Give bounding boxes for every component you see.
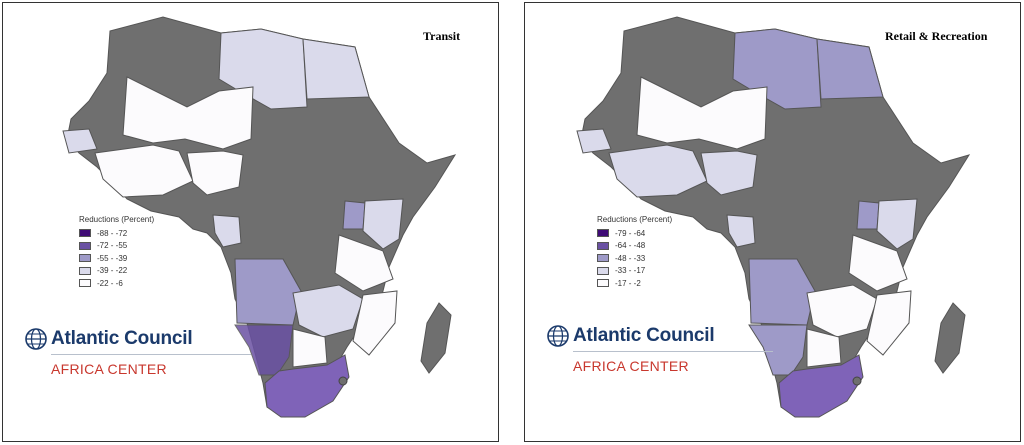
west-coast-region xyxy=(94,144,194,198)
legend-item: -88 - -72 xyxy=(79,227,154,240)
legend: Reductions (Percent) -79 - -64 -64 - -48… xyxy=(597,215,672,290)
legend-swatch xyxy=(597,241,609,250)
legend: Reductions (Percent) -88 - -72 -72 - -55… xyxy=(79,215,154,290)
legend-label: -22 - -6 xyxy=(97,278,123,288)
legend-item: -79 - -64 xyxy=(597,227,672,240)
legend-label: -17 - -2 xyxy=(615,278,641,288)
senegal-region xyxy=(576,128,612,154)
south-africa-region xyxy=(778,354,864,418)
uganda-region xyxy=(342,200,366,230)
cameroon-region xyxy=(726,214,756,248)
map-title: Transit xyxy=(423,29,461,43)
legend-item: -22 - -6 xyxy=(79,277,154,290)
legend-title: Reductions (Percent) xyxy=(79,215,155,224)
legend-swatch xyxy=(79,229,91,238)
legend-item: -72 - -55 xyxy=(79,240,154,253)
legend-swatch xyxy=(597,254,609,263)
legend-item: -55 - -39 xyxy=(79,252,154,265)
west-coast-region xyxy=(608,144,708,198)
legend-label: -88 - -72 xyxy=(97,228,128,238)
transit-map-panel: Transit Reductions (Percent) -88 - -72 -… xyxy=(2,2,499,442)
legend-swatch xyxy=(597,266,609,275)
egypt-region xyxy=(816,38,884,100)
uganda-region xyxy=(856,200,880,230)
south-africa-region xyxy=(264,354,350,418)
kenya-region xyxy=(876,198,918,250)
legend-title: Reductions (Percent) xyxy=(597,215,673,224)
brand-subtitle: AFRICA CENTER xyxy=(51,361,167,377)
globe-icon xyxy=(547,325,569,347)
mozambique-region xyxy=(866,290,912,356)
legend-label: -48 - -33 xyxy=(615,253,646,263)
retail-map-panel: Retail & Recreation Reductions (Percent)… xyxy=(524,2,1021,442)
map-title: Retail & Recreation xyxy=(885,29,988,43)
kenya-region xyxy=(362,198,404,250)
legend-swatch xyxy=(79,279,91,288)
botswana-region xyxy=(806,328,842,368)
legend-item: -17 - -2 xyxy=(597,277,672,290)
senegal-region xyxy=(62,128,98,154)
legend-item: -64 - -48 xyxy=(597,240,672,253)
legend-item: -33 - -17 xyxy=(597,265,672,278)
tanzania-region xyxy=(848,234,908,292)
brand-name: Atlantic Council xyxy=(573,325,715,346)
legend-item: -39 - -22 xyxy=(79,265,154,278)
legend-label: -39 - -22 xyxy=(97,266,128,276)
egypt-region xyxy=(302,38,370,100)
brand-divider xyxy=(51,354,251,355)
madagascar-region xyxy=(420,302,452,374)
transit-africa-map xyxy=(62,16,456,418)
legend-label: -33 - -17 xyxy=(615,266,646,276)
legend-swatch xyxy=(79,266,91,275)
legend-label: -79 - -64 xyxy=(615,228,646,238)
sahel-region xyxy=(636,76,768,150)
brand-divider xyxy=(573,351,773,352)
retail-africa-map xyxy=(576,16,970,418)
botswana-region xyxy=(292,328,328,368)
legend-label: -72 - -55 xyxy=(97,241,128,251)
legend-swatch xyxy=(79,241,91,250)
nigeria-region xyxy=(186,150,244,196)
atlantic-council-logo: Atlantic Council AFRICA CENTER xyxy=(25,328,251,377)
nigeria-region xyxy=(700,150,758,196)
legend-swatch xyxy=(79,254,91,263)
brand-subtitle: AFRICA CENTER xyxy=(573,358,689,374)
sahel-region xyxy=(122,76,254,150)
zambia-region xyxy=(806,284,878,338)
legend-swatch xyxy=(597,279,609,288)
tanzania-region xyxy=(334,234,394,292)
legend-item: -48 - -33 xyxy=(597,252,672,265)
globe-icon xyxy=(25,328,47,350)
mozambique-region xyxy=(352,290,398,356)
cameroon-region xyxy=(212,214,242,248)
legend-label: -55 - -39 xyxy=(97,253,128,263)
legend-label: -64 - -48 xyxy=(615,241,646,251)
legend-swatch xyxy=(597,229,609,238)
atlantic-council-logo: Atlantic Council AFRICA CENTER xyxy=(547,325,773,374)
madagascar-region xyxy=(934,302,966,374)
zambia-region xyxy=(292,284,364,338)
brand-name: Atlantic Council xyxy=(51,328,193,349)
